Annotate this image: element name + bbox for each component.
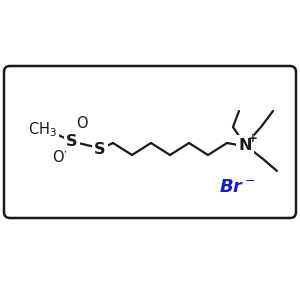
- Text: O: O: [52, 149, 64, 164]
- Text: Br$^-$: Br$^-$: [219, 178, 255, 196]
- FancyBboxPatch shape: [4, 66, 296, 218]
- Text: +: +: [248, 131, 258, 145]
- Text: S: S: [94, 142, 106, 157]
- Text: N: N: [238, 137, 252, 152]
- Text: O: O: [76, 116, 88, 130]
- Text: CH$_3$: CH$_3$: [28, 121, 56, 139]
- Text: S: S: [66, 134, 78, 148]
